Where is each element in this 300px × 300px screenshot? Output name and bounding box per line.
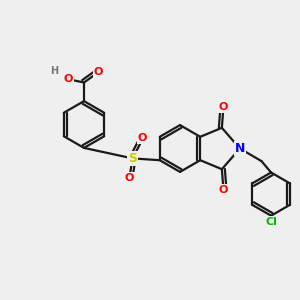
Text: O: O (137, 133, 147, 143)
Text: O: O (125, 173, 134, 183)
Text: H: H (50, 66, 58, 76)
Text: O: O (219, 102, 228, 112)
Text: N: N (235, 142, 245, 155)
Text: O: O (93, 67, 103, 77)
Text: Cl: Cl (265, 217, 277, 227)
Text: O: O (63, 74, 73, 85)
Text: O: O (219, 185, 228, 195)
Text: S: S (128, 152, 137, 165)
